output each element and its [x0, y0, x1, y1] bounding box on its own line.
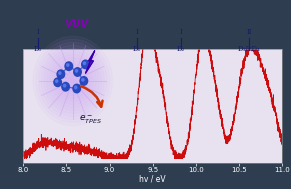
Circle shape: [65, 62, 72, 70]
Text: II: II: [247, 28, 252, 36]
Circle shape: [55, 60, 91, 101]
Circle shape: [65, 73, 80, 89]
Circle shape: [44, 48, 102, 113]
Circle shape: [49, 54, 96, 107]
X-axis label: hv / eV: hv / eV: [139, 175, 166, 184]
Circle shape: [57, 64, 88, 98]
Circle shape: [56, 80, 58, 82]
Circle shape: [47, 51, 99, 110]
Circle shape: [60, 67, 86, 95]
Circle shape: [67, 64, 69, 66]
Circle shape: [59, 72, 61, 74]
Circle shape: [83, 62, 86, 65]
Circle shape: [63, 70, 83, 92]
Circle shape: [71, 79, 75, 83]
Circle shape: [74, 86, 77, 89]
Circle shape: [62, 82, 69, 91]
Circle shape: [75, 70, 78, 72]
Text: I: I: [180, 28, 183, 36]
Text: D₂: D₂: [177, 45, 185, 53]
Circle shape: [63, 84, 66, 87]
Text: I: I: [37, 28, 39, 36]
Text: $e^-_{TPES}$: $e^-_{TPES}$: [79, 114, 102, 126]
Circle shape: [33, 36, 112, 126]
Circle shape: [54, 78, 61, 87]
Circle shape: [38, 42, 107, 119]
Circle shape: [41, 45, 104, 116]
Polygon shape: [86, 51, 95, 73]
Text: I: I: [136, 28, 139, 36]
Text: D₀: D₀: [34, 45, 42, 53]
Circle shape: [82, 60, 89, 69]
Circle shape: [52, 57, 94, 104]
Circle shape: [80, 77, 88, 85]
Circle shape: [68, 76, 77, 86]
Circle shape: [73, 84, 81, 93]
Circle shape: [57, 70, 65, 78]
Circle shape: [36, 39, 110, 123]
Text: D₃&D₄: D₃&D₄: [238, 45, 261, 53]
Circle shape: [74, 68, 81, 76]
Text: VUV: VUV: [65, 19, 89, 29]
Circle shape: [82, 78, 84, 81]
Text: D₁: D₁: [133, 45, 141, 53]
